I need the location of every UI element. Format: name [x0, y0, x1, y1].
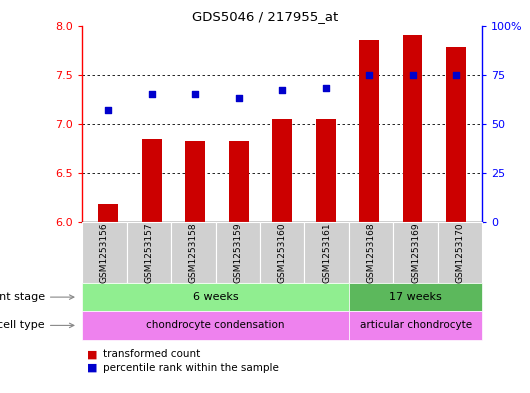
Point	[409, 72, 417, 78]
Text: GSM1253160: GSM1253160	[278, 222, 287, 283]
Text: GSM1253157: GSM1253157	[144, 222, 153, 283]
Text: 17 weeks: 17 weeks	[389, 292, 442, 302]
Bar	[359, 40, 379, 222]
Bar	[272, 119, 292, 222]
Text: ■: ■	[87, 363, 98, 373]
Bar	[142, 138, 162, 222]
Text: GSM1253159: GSM1253159	[233, 222, 242, 283]
Bar	[229, 141, 249, 222]
Text: percentile rank within the sample: percentile rank within the sample	[103, 363, 279, 373]
Text: chondrocyte condensation: chondrocyte condensation	[146, 320, 285, 331]
Text: development stage: development stage	[0, 292, 45, 302]
Text: GSM1253170: GSM1253170	[456, 222, 465, 283]
Bar	[403, 35, 422, 222]
Bar	[99, 204, 118, 222]
Text: GSM1253161: GSM1253161	[322, 222, 331, 283]
Point	[234, 95, 243, 101]
Point	[278, 87, 287, 94]
Text: GSM1253158: GSM1253158	[189, 222, 198, 283]
Text: cell type: cell type	[0, 320, 45, 331]
Point	[147, 91, 156, 97]
Point	[452, 72, 461, 78]
Text: GSM1253168: GSM1253168	[367, 222, 376, 283]
Text: GDS5046 / 217955_at: GDS5046 / 217955_at	[192, 10, 338, 23]
Point	[191, 91, 199, 97]
Bar	[186, 141, 205, 222]
Bar	[316, 119, 335, 222]
Text: ■: ■	[87, 349, 98, 360]
Text: 6 weeks: 6 weeks	[193, 292, 238, 302]
Text: GSM1253156: GSM1253156	[100, 222, 109, 283]
Text: transformed count: transformed count	[103, 349, 200, 360]
Point	[322, 85, 330, 92]
Bar	[446, 47, 466, 222]
Text: GSM1253169: GSM1253169	[411, 222, 420, 283]
Point	[104, 107, 112, 113]
Point	[365, 72, 374, 78]
Text: articular chondrocyte: articular chondrocyte	[359, 320, 472, 331]
